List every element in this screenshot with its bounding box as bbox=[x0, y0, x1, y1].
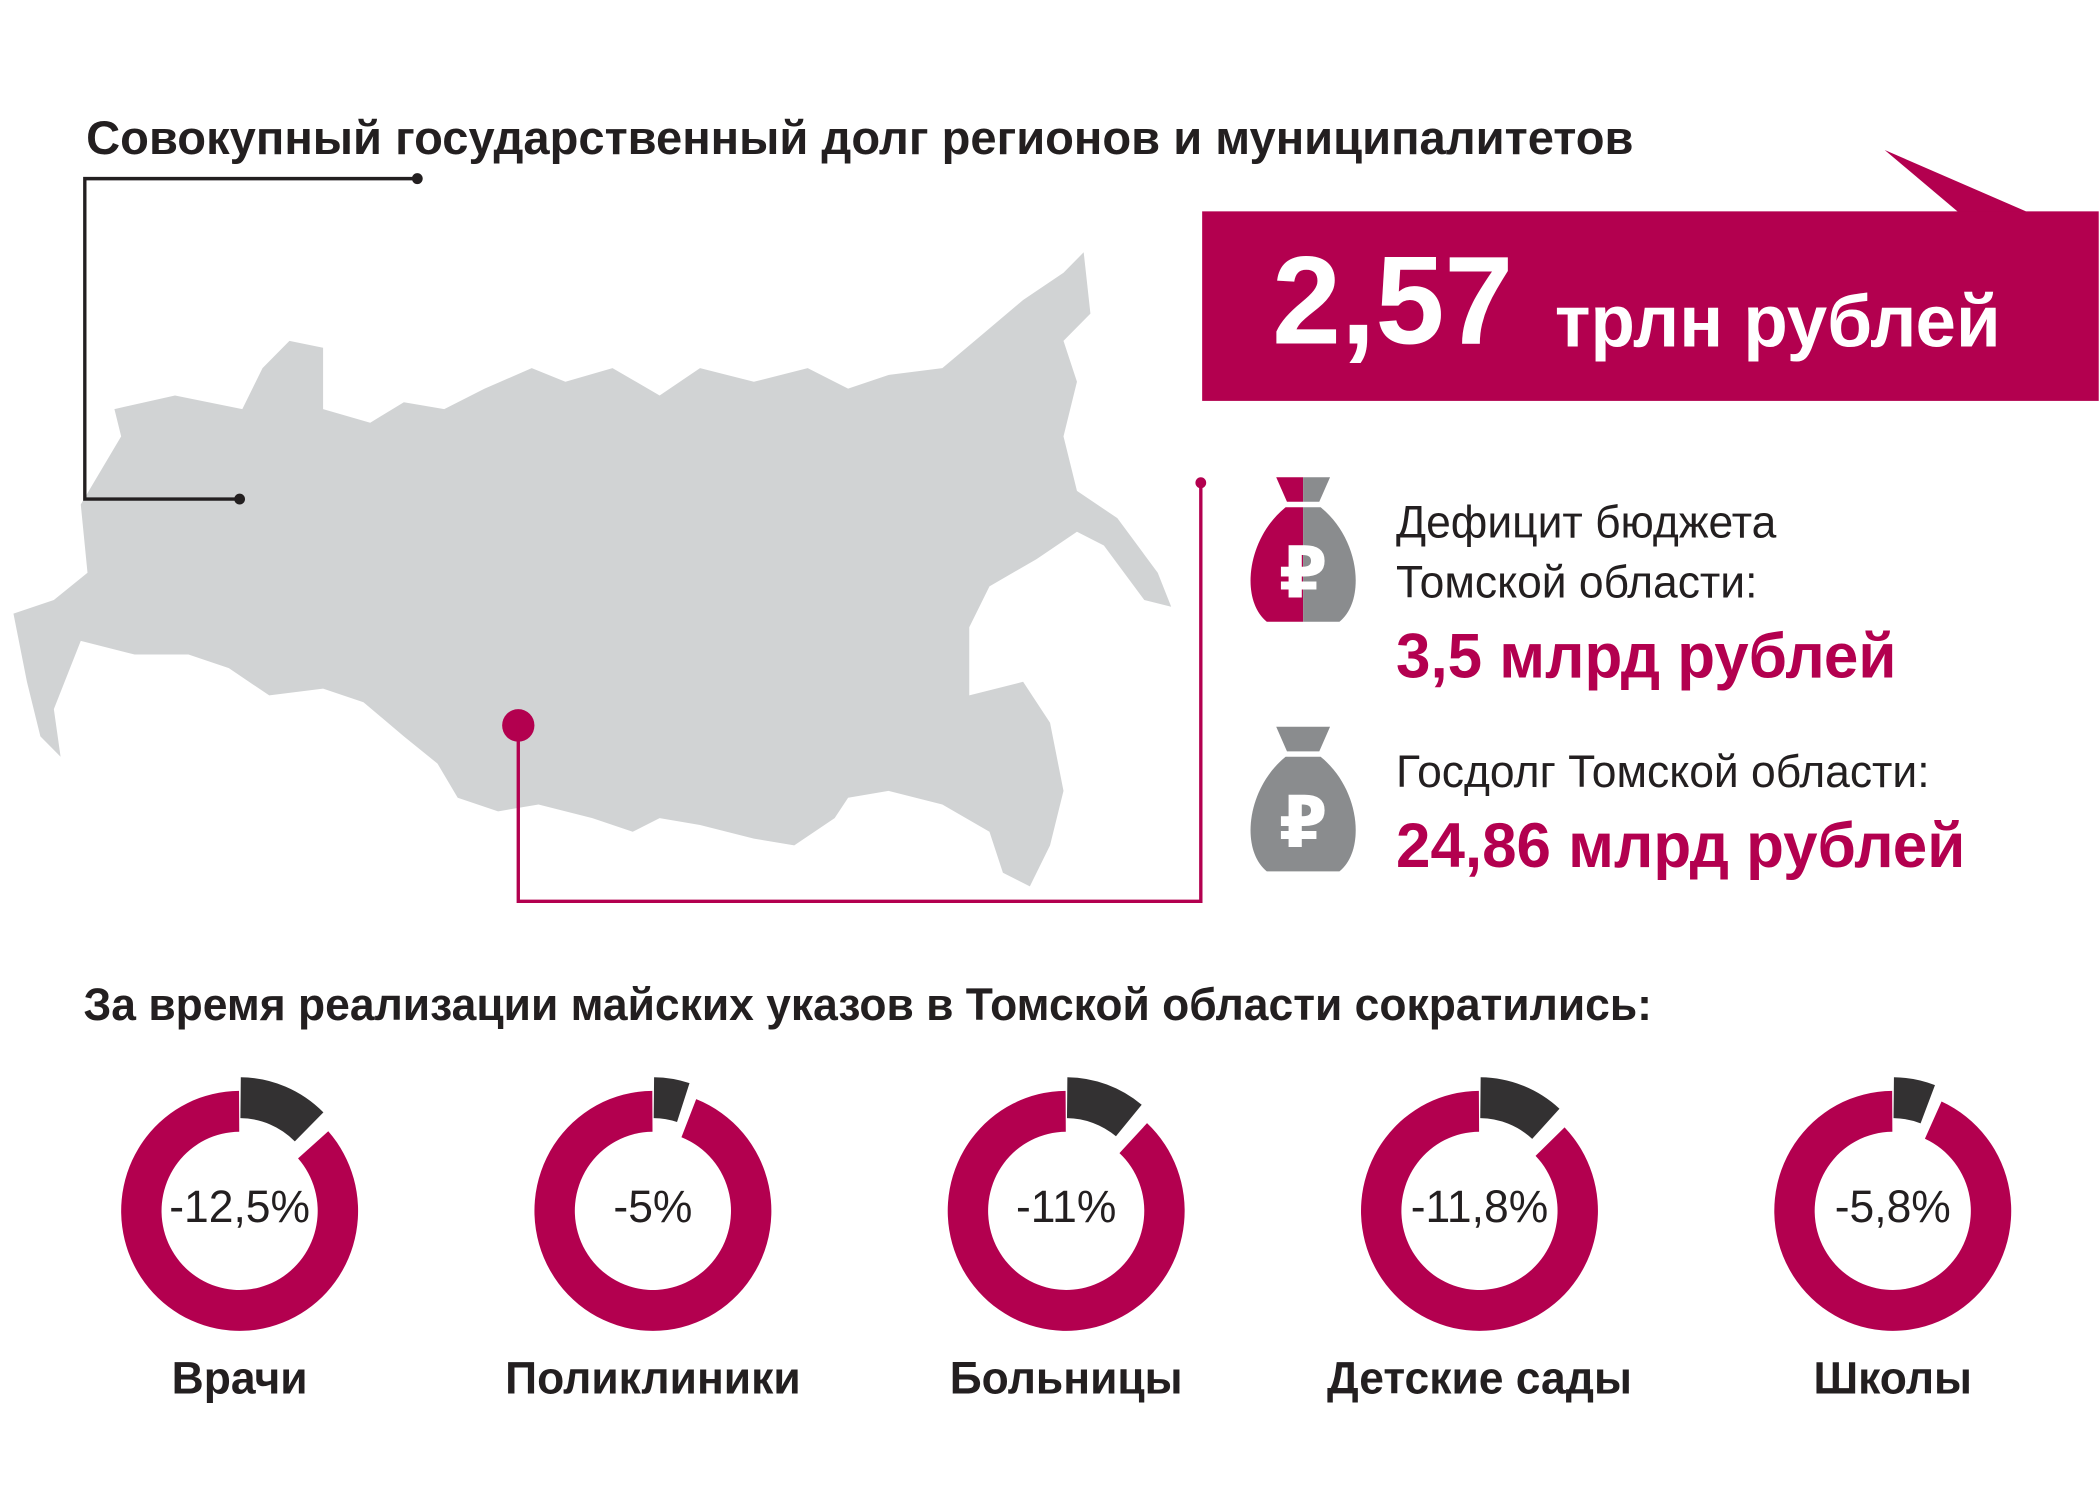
svg-text:₽: ₽ bbox=[1279, 781, 1328, 864]
connector-dot bbox=[411, 173, 423, 185]
donut-reduction-arc bbox=[1893, 1077, 1935, 1124]
donut-remaining-arc bbox=[121, 1090, 359, 1331]
connector-dot bbox=[234, 493, 246, 505]
connector-line-left bbox=[83, 176, 418, 501]
donut-percent-label: -11,8% bbox=[1410, 1180, 1549, 1232]
donut-reduction-arc bbox=[653, 1077, 690, 1123]
donut-reduction-arc bbox=[1480, 1077, 1560, 1139]
connector-dot bbox=[1195, 477, 1207, 489]
donut-remaining-arc bbox=[947, 1090, 1185, 1331]
svg-text:₽: ₽ bbox=[1279, 532, 1328, 615]
donut-remaining-arc bbox=[534, 1090, 772, 1331]
debt-value: 24,86 млрд рублей bbox=[1396, 809, 1966, 881]
donut-category-label: Школы bbox=[1813, 1352, 1972, 1404]
donut-reduction-arc bbox=[1066, 1077, 1142, 1137]
deficit-label-1: Дефицит бюджета bbox=[1396, 496, 1777, 547]
donut-percent-label: -5,8% bbox=[1834, 1180, 1951, 1232]
section-subtitle: За время реализации майских указов в Том… bbox=[83, 979, 1652, 1030]
map-shape bbox=[13, 252, 1172, 887]
page-title: Совокупный государственный долг регионов… bbox=[86, 111, 1634, 165]
money-bag-icon: ₽ bbox=[1250, 726, 1356, 872]
donut-percent-label: -12,5% bbox=[169, 1180, 311, 1232]
deficit-value: 3,5 млрд рублей bbox=[1396, 620, 1897, 692]
donut-remaining-arc bbox=[1361, 1090, 1598, 1331]
donut-category-label: Детские сады bbox=[1327, 1352, 1632, 1404]
donut-reduction-arc bbox=[240, 1077, 324, 1142]
debt-label: Госдолг Томской области: bbox=[1396, 745, 1930, 797]
donut-charts bbox=[121, 1077, 2012, 1331]
donut-percent-label: -11% bbox=[1015, 1180, 1117, 1232]
donut-category-label: Поликлиники bbox=[505, 1352, 801, 1404]
money-bag-icon-split: ₽ bbox=[1250, 477, 1356, 622]
callout-tail bbox=[1884, 149, 2027, 219]
total-debt-unit: трлн рублей bbox=[1554, 280, 2001, 363]
donut-remaining-arc bbox=[1774, 1090, 2012, 1331]
total-debt-value: 2,57 bbox=[1272, 231, 1514, 371]
deficit-label-2: Томской области: bbox=[1396, 556, 1758, 607]
donut-category-label: Врачи bbox=[171, 1352, 308, 1404]
total-debt-box: 2,57 трлн рублей bbox=[1202, 211, 2099, 401]
connector-line-tomsk bbox=[516, 482, 1203, 904]
donut-percent-label: -5% bbox=[613, 1180, 693, 1232]
donut-category-label: Больницы bbox=[949, 1352, 1183, 1404]
